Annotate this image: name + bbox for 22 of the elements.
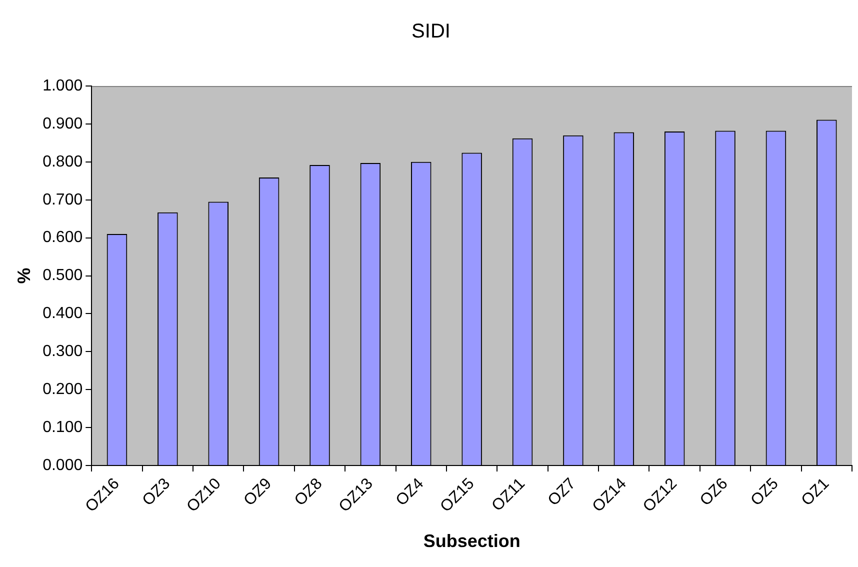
x-tick-label: OZ8 — [292, 475, 326, 510]
y-tick-label: 0.500 — [42, 267, 83, 284]
y-tick-label: 0.900 — [42, 115, 83, 132]
y-tick-label: 0.200 — [42, 381, 83, 398]
x-tick-label: OZ5 — [748, 475, 782, 510]
y-tick-label: 0.400 — [42, 305, 83, 322]
y-tick-label: 0.700 — [42, 191, 83, 208]
x-axis-title: Subsection — [423, 531, 520, 552]
x-tick-label: OZ9 — [240, 475, 276, 510]
y-tick-label: 0.100 — [42, 418, 83, 436]
x-tick-label: OZ3 — [140, 475, 174, 510]
x-tick-label: OZ4 — [393, 475, 428, 510]
chart-title: SIDI — [412, 20, 450, 43]
x-tick-label: OZ6 — [697, 475, 732, 510]
y-axis-title: % — [14, 268, 34, 284]
y-tick-label: 0.600 — [42, 229, 83, 246]
y-tick-label: 1.000 — [42, 77, 83, 94]
y-tick-label: 0.800 — [42, 153, 83, 170]
y-tick-label: 0.300 — [42, 343, 83, 360]
x-tick-label: OZ1 — [798, 475, 833, 510]
y-tick-label: 0.000 — [42, 456, 83, 474]
x-tick-label: OZ7 — [545, 475, 580, 510]
